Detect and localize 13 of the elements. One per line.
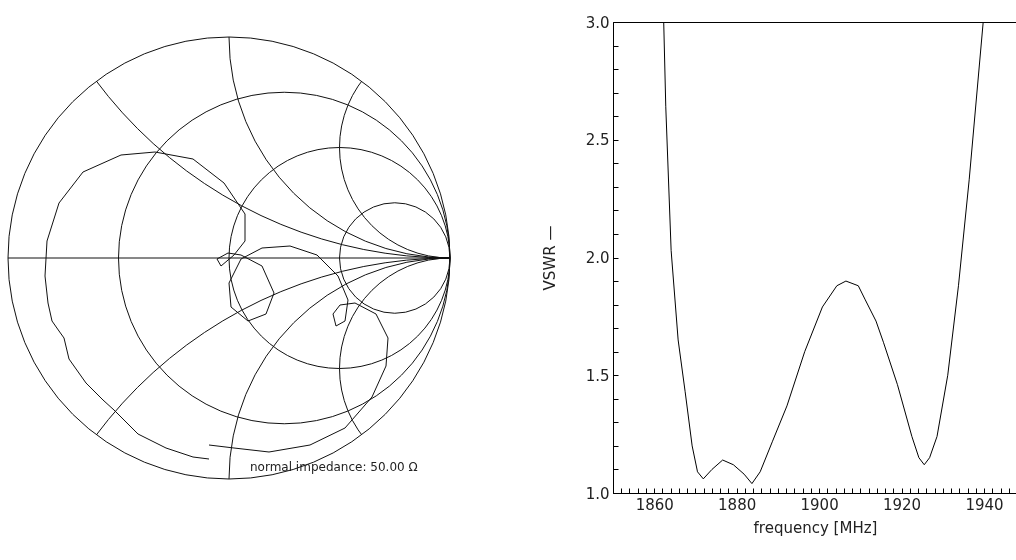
x-tick-label: 1860 — [635, 495, 674, 514]
x-tick-label: 1880 — [718, 495, 757, 514]
y-tick-label: 1.5 — [585, 366, 610, 385]
y-tick-label: 3.0 — [585, 13, 610, 32]
y-tick-label: 1.0 — [585, 484, 610, 503]
y-axis-title: VSWR — — [540, 225, 559, 291]
x-tick-label: 1920 — [882, 495, 922, 514]
y-tick-label: 2.5 — [585, 131, 610, 150]
y-tick-label: 2.0 — [585, 249, 610, 267]
text: normal impedance: 50.00 Ω — [250, 460, 418, 474]
x-tick-label: 1940 — [965, 495, 1004, 514]
x-tick-label: 1900 — [800, 495, 839, 514]
x-axis-title: frequency [MHz] — [753, 518, 878, 537]
